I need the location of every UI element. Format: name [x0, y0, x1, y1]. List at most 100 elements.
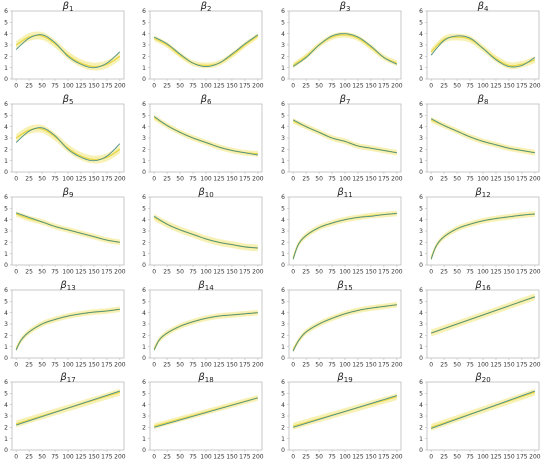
- y-tick-label: 3: [4, 42, 8, 49]
- confidence-band: [293, 210, 397, 262]
- x-tick-label: 175: [516, 454, 528, 461]
- panel-title: β13: [59, 280, 75, 292]
- x-tick-label: 0: [14, 269, 18, 276]
- x-tick-label: 25: [163, 176, 171, 183]
- x-tick-label: 50: [315, 454, 323, 461]
- y-tick-label: 2: [4, 147, 8, 154]
- panel-title: β15: [336, 280, 352, 292]
- confidence-band: [431, 211, 535, 262]
- plot-frame: [288, 196, 402, 266]
- y-tick-label: 2: [4, 54, 8, 61]
- y-tick-label: 3: [4, 228, 8, 235]
- y-tick-label: 6: [142, 194, 146, 201]
- x-tick-label: 175: [516, 83, 528, 90]
- panel-title: β5: [62, 94, 74, 106]
- y-tick-label: 4: [142, 217, 146, 224]
- y-tick-label: 4: [419, 124, 423, 131]
- x-tick-label: 75: [466, 83, 474, 90]
- x-tick-label: 100: [339, 362, 351, 369]
- x-tick-label: 175: [378, 176, 390, 183]
- panel-title: β12: [474, 187, 490, 199]
- y-tick-label: 4: [142, 402, 146, 409]
- panel-5: β5 0 1 2 3 4 5 6 0 25 50 75 100 125 150 175 200: [4, 94, 126, 183]
- y-tick-label: 2: [419, 425, 423, 432]
- y-tick-label: 5: [142, 299, 146, 306]
- x-tick-label: 125: [490, 362, 502, 369]
- x-tick-label: 50: [176, 176, 184, 183]
- y-tick-label: 3: [281, 42, 285, 49]
- y-tick-label: 4: [142, 310, 146, 317]
- x-tick-label: 150: [365, 269, 377, 276]
- x-tick-label: 100: [62, 83, 74, 90]
- x-tick-label: 150: [503, 83, 515, 90]
- x-tick-label: 150: [503, 176, 515, 183]
- plot-frame: [288, 381, 402, 451]
- panel-11: β11 0 1 2 3 4 5 6 0 25 50 75 100 125 150 175 200: [281, 187, 403, 276]
- x-tick-label: 200: [529, 454, 541, 461]
- x-tick-label: 100: [62, 269, 74, 276]
- x-tick-label: 125: [213, 269, 225, 276]
- panel-1: β1 0 1 2 3 4 5 6 0 25 50 75 100 125 150 175 200: [4, 1, 126, 90]
- panel-title: β4: [477, 1, 489, 13]
- y-tick-label: 1: [419, 158, 423, 165]
- y-tick-label: 3: [281, 321, 285, 328]
- x-tick-label: 100: [339, 454, 351, 461]
- y-tick-label: 6: [281, 287, 285, 294]
- y-tick-label: 1: [419, 436, 423, 443]
- y-tick-label: 0: [142, 355, 146, 362]
- x-tick-label: 0: [152, 83, 156, 90]
- y-tick-label: 5: [142, 113, 146, 120]
- true-line: [153, 116, 258, 156]
- x-tick-label: 200: [252, 176, 264, 183]
- x-tick-label: 200: [114, 454, 126, 461]
- y-tick-label: 0: [419, 355, 423, 362]
- panel-18: β18 0 1 2 3 4 5 6 0 25 50 75 100 125 150 175 200: [142, 372, 264, 461]
- x-tick-label: 0: [14, 83, 18, 90]
- panel-title: β6: [200, 94, 212, 106]
- x-tick-label: 25: [302, 269, 310, 276]
- x-tick-label: 50: [315, 83, 323, 90]
- y-tick-label: 3: [142, 135, 146, 142]
- x-tick-label: 0: [291, 454, 295, 461]
- confidence-band: [154, 114, 258, 157]
- panel-12: β12 0 1 2 3 4 5 6 0 25 50 75 100 125 150 175 200: [419, 187, 541, 276]
- y-tick-label: 6: [281, 101, 285, 108]
- y-tick-label: 6: [4, 379, 8, 386]
- y-tick-label: 3: [419, 42, 423, 49]
- x-tick-label: 75: [189, 176, 197, 183]
- estimate-line: [292, 34, 398, 66]
- x-tick-label: 50: [315, 176, 323, 183]
- x-tick-label: 50: [38, 269, 46, 276]
- panel-2: β2 0 1 2 3 4 5 6 0 25 50 75 100 125 150 175 200: [142, 1, 264, 90]
- x-tick-label: 175: [101, 83, 113, 90]
- y-tick-label: 0: [4, 355, 8, 362]
- x-tick-label: 50: [315, 362, 323, 369]
- y-tick-label: 1: [419, 65, 423, 72]
- panel-14: β14 0 1 2 3 4 5 6 0 25 50 75 100 125 150 175 200: [142, 280, 264, 369]
- y-tick-label: 4: [281, 402, 285, 409]
- y-tick-label: 0: [281, 76, 285, 83]
- x-tick-label: 25: [440, 454, 448, 461]
- panel-8: β8 0 1 2 3 4 5 6 0 25 50 75 100 125 150 175 200: [419, 94, 541, 183]
- x-tick-label: 50: [38, 454, 46, 461]
- y-tick-label: 1: [281, 436, 285, 443]
- y-tick-label: 1: [4, 436, 8, 443]
- x-tick-label: 200: [391, 454, 403, 461]
- y-tick-label: 0: [281, 355, 285, 362]
- y-tick-label: 2: [281, 54, 285, 61]
- x-tick-label: 125: [75, 454, 87, 461]
- x-tick-label: 75: [189, 83, 197, 90]
- x-tick-label: 175: [239, 83, 251, 90]
- x-tick-label: 0: [291, 269, 295, 276]
- panel-title: β1: [62, 1, 74, 13]
- x-tick-label: 75: [189, 362, 197, 369]
- x-tick-label: 200: [391, 176, 403, 183]
- y-tick-label: 5: [142, 20, 146, 27]
- x-tick-label: 175: [378, 83, 390, 90]
- x-tick-label: 100: [200, 83, 212, 90]
- x-tick-label: 175: [239, 362, 251, 369]
- panel-title: β2: [200, 1, 212, 13]
- x-tick-label: 175: [378, 362, 390, 369]
- x-tick-label: 150: [88, 454, 100, 461]
- x-tick-label: 75: [189, 269, 197, 276]
